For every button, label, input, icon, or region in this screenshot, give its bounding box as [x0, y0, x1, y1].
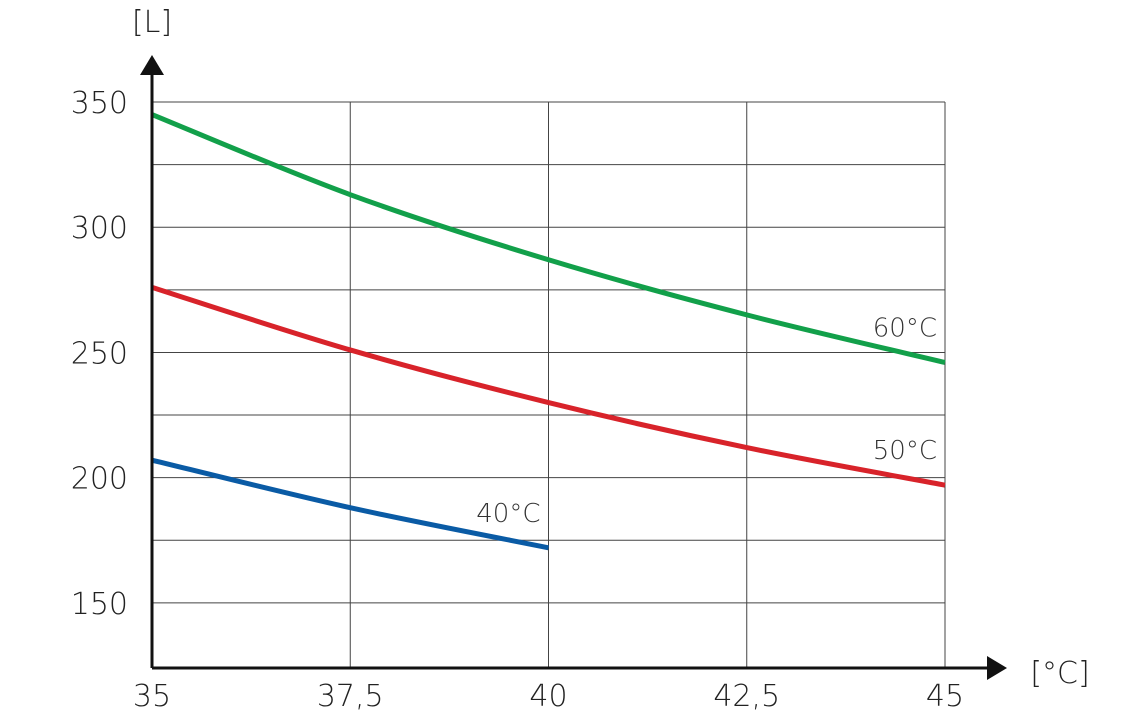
y-tick-label: 300	[71, 211, 128, 246]
axes	[140, 55, 1007, 680]
x-tick-label: 37,5	[317, 679, 384, 714]
series-label: 50°C	[873, 436, 937, 466]
x-tick-label: 40	[529, 679, 567, 714]
series-label: 60°C	[873, 313, 937, 343]
y-axis-label: [L]	[132, 5, 172, 40]
y-axis-arrow	[140, 55, 164, 75]
x-tick-label: 45	[926, 679, 964, 714]
series-labels: 60°C 50°C 40°C	[476, 313, 937, 528]
grid	[152, 101, 946, 668]
y-tick-label: 150	[71, 587, 128, 622]
x-axis-label: [°C]	[1030, 656, 1089, 691]
series-line	[151, 457, 549, 551]
y-tick-label: 250	[71, 336, 128, 371]
series-line	[151, 284, 946, 488]
x-tick-label: 42,5	[713, 679, 780, 714]
series-label: 40°C	[476, 499, 540, 529]
series-line	[151, 112, 946, 365]
y-tick-label: 200	[71, 462, 128, 497]
y-tick-label: 350	[71, 86, 128, 121]
series-lines	[151, 112, 946, 551]
tick-labels: 35 37,5 40 42,5 45 150 200 250 300 350	[71, 86, 964, 714]
x-axis-arrow	[987, 656, 1007, 680]
x-tick-label: 35	[133, 679, 171, 714]
